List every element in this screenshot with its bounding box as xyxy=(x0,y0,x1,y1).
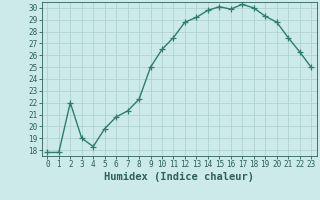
X-axis label: Humidex (Indice chaleur): Humidex (Indice chaleur) xyxy=(104,172,254,182)
